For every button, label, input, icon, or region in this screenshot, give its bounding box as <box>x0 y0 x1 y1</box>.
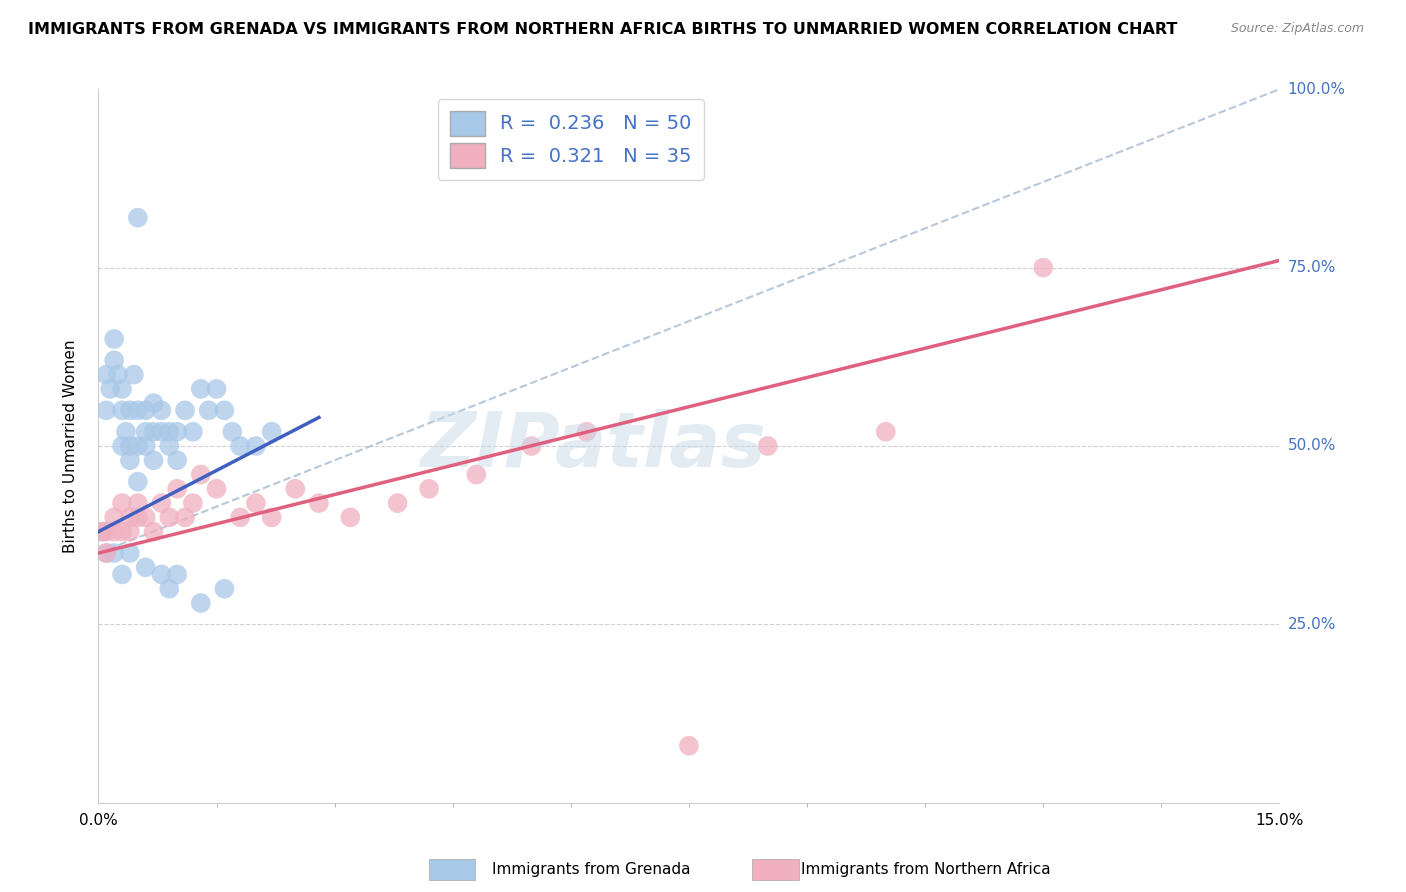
Point <box>181 425 204 439</box>
Point <box>98 382 121 396</box>
Point <box>174 510 197 524</box>
Point <box>205 382 228 396</box>
Point <box>103 524 125 539</box>
Point <box>107 368 129 382</box>
Point <box>150 496 173 510</box>
Point <box>118 510 141 524</box>
Point <box>245 496 267 510</box>
Point <box>111 382 134 396</box>
Point <box>127 510 149 524</box>
Point <box>575 425 598 439</box>
Text: Immigrants from Grenada: Immigrants from Grenada <box>492 863 690 877</box>
Point <box>127 439 149 453</box>
Point <box>103 510 125 524</box>
Point <box>118 403 141 417</box>
Point <box>520 439 543 453</box>
Point <box>111 524 134 539</box>
Point <box>157 425 180 439</box>
Point <box>197 403 219 417</box>
Point <box>91 524 114 539</box>
Point <box>115 425 138 439</box>
Point <box>96 546 118 560</box>
Point <box>91 524 114 539</box>
Point <box>260 425 283 439</box>
Point <box>166 567 188 582</box>
Point <box>1032 260 1054 275</box>
Point <box>308 496 330 510</box>
Point <box>118 546 141 560</box>
Point <box>111 496 134 510</box>
Point <box>96 546 118 560</box>
Point <box>150 403 173 417</box>
Point <box>214 403 236 417</box>
Point <box>135 425 157 439</box>
Point <box>142 396 165 410</box>
Text: Immigrants from Northern Africa: Immigrants from Northern Africa <box>801 863 1052 877</box>
Point <box>418 482 440 496</box>
Point <box>103 353 125 368</box>
Point <box>205 482 228 496</box>
Point <box>339 510 361 524</box>
Text: 100.0%: 100.0% <box>1288 82 1346 96</box>
Point <box>135 560 157 574</box>
Text: ZIPatlas: ZIPatlas <box>422 409 768 483</box>
Y-axis label: Births to Unmarried Women: Births to Unmarried Women <box>63 339 77 553</box>
Point <box>135 439 157 453</box>
Point <box>127 211 149 225</box>
Point <box>142 425 165 439</box>
Point <box>96 403 118 417</box>
Point <box>157 439 180 453</box>
Point <box>111 439 134 453</box>
Point <box>127 403 149 417</box>
Point <box>122 368 145 382</box>
Point <box>166 453 188 467</box>
Point <box>96 524 118 539</box>
Point <box>229 510 252 524</box>
Point <box>135 510 157 524</box>
Point <box>756 439 779 453</box>
Point <box>284 482 307 496</box>
Text: 25.0%: 25.0% <box>1288 617 1336 632</box>
Point <box>221 425 243 439</box>
Point <box>127 496 149 510</box>
Point <box>387 496 409 510</box>
Point <box>150 567 173 582</box>
Point <box>166 482 188 496</box>
Point <box>103 546 125 560</box>
Point <box>174 403 197 417</box>
Point <box>96 368 118 382</box>
Point <box>127 475 149 489</box>
Point <box>190 382 212 396</box>
Point <box>103 332 125 346</box>
Point <box>229 439 252 453</box>
Point <box>875 425 897 439</box>
Point <box>157 582 180 596</box>
Point <box>260 510 283 524</box>
Legend: R =  0.236   N = 50, R =  0.321   N = 35: R = 0.236 N = 50, R = 0.321 N = 35 <box>439 99 703 180</box>
Point <box>214 582 236 596</box>
Text: 50.0%: 50.0% <box>1288 439 1336 453</box>
Text: Source: ZipAtlas.com: Source: ZipAtlas.com <box>1230 22 1364 36</box>
Point <box>111 403 134 417</box>
Point <box>181 496 204 510</box>
Point <box>118 439 141 453</box>
Point <box>150 425 173 439</box>
Text: IMMIGRANTS FROM GRENADA VS IMMIGRANTS FROM NORTHERN AFRICA BIRTHS TO UNMARRIED W: IMMIGRANTS FROM GRENADA VS IMMIGRANTS FR… <box>28 22 1177 37</box>
Point <box>678 739 700 753</box>
Point <box>142 524 165 539</box>
Point <box>118 524 141 539</box>
Point <box>118 453 141 467</box>
Point <box>190 596 212 610</box>
Point <box>142 453 165 467</box>
Text: 75.0%: 75.0% <box>1288 260 1336 275</box>
Point <box>245 439 267 453</box>
Point <box>190 467 212 482</box>
Point <box>166 425 188 439</box>
Point <box>111 567 134 582</box>
Point <box>465 467 488 482</box>
Point <box>135 403 157 417</box>
Point <box>157 510 180 524</box>
